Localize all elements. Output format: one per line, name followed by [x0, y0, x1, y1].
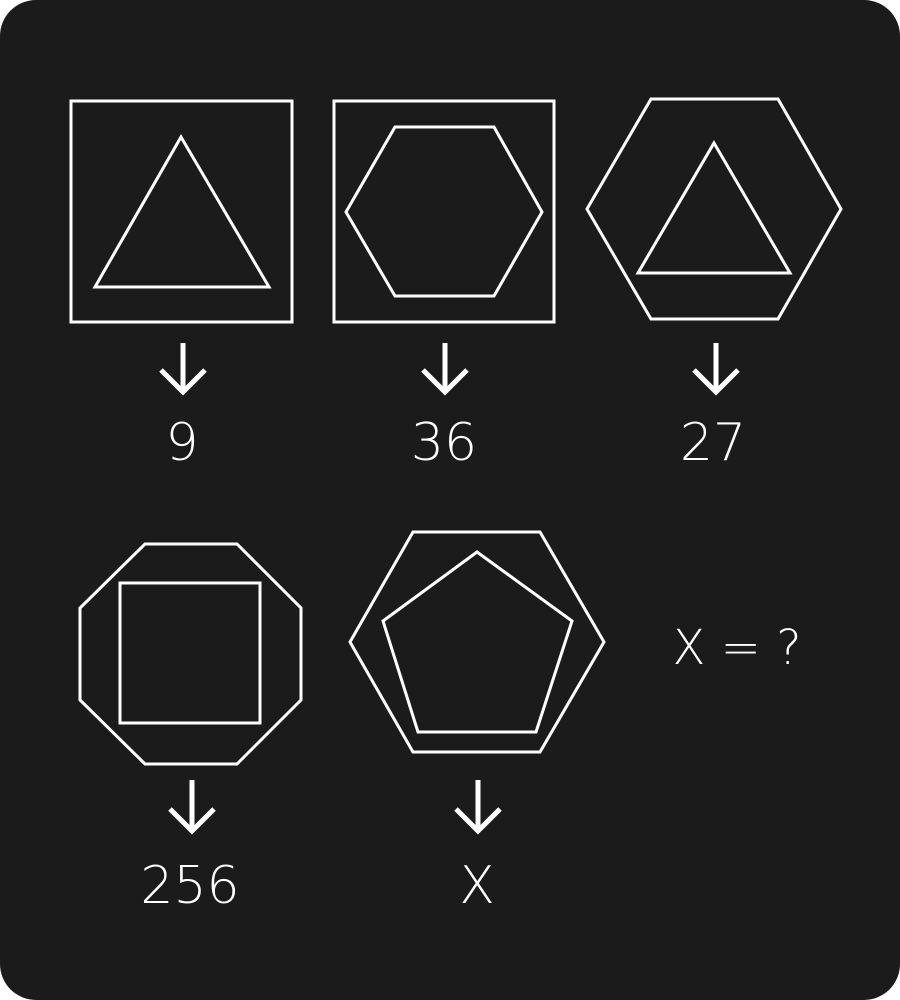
figure-5-inner-pentagon	[381, 550, 574, 734]
figure-2-inner-hexagon	[344, 125, 544, 298]
figure-3-value: 27	[680, 413, 746, 473]
figure-4-inner-square	[118, 581, 262, 725]
figure-5-value: X	[459, 856, 495, 916]
figure-3-arrow-icon	[692, 343, 740, 396]
figure-2-value: 36	[411, 413, 477, 473]
figure-4: 256	[78, 542, 303, 916]
figure-5: X	[348, 530, 606, 916]
figure-1: 9	[69, 99, 294, 473]
figure-1-arrow-icon	[159, 343, 207, 396]
figure-1-outer-square	[69, 99, 294, 324]
figure-3: 27	[585, 97, 843, 473]
figure-1-inner-triangle	[92, 134, 272, 289]
figure-5-outer-hexagon	[348, 530, 606, 754]
figure-1-value: 9	[165, 413, 198, 473]
figure-4-arrow-icon	[168, 780, 216, 835]
figure-3-inner-triangle	[635, 140, 793, 275]
figure-4-value: 256	[140, 856, 239, 916]
figure-3-outer-hexagon	[585, 97, 843, 321]
figure-2-arrow-icon	[421, 343, 469, 396]
figure-2-outer-square	[332, 99, 556, 324]
figure-5-arrow-icon	[454, 780, 502, 835]
question-text: X = ?	[672, 620, 801, 676]
figure-2: 36	[332, 99, 556, 473]
figure-4-outer-octagon	[78, 542, 303, 766]
